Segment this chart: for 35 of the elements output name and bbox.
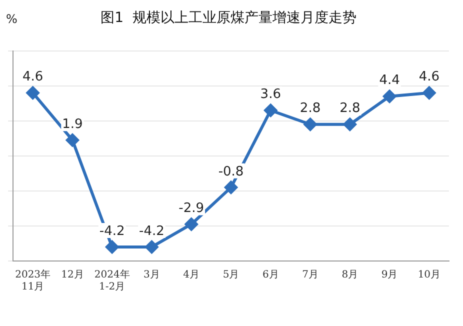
x-tick-label: 12月 <box>61 270 84 281</box>
x-tick-label: 9月 <box>381 270 398 281</box>
x-tick-label: 8月 <box>342 270 358 281</box>
data-label: 3.6 <box>260 87 281 102</box>
data-label: 4.4 <box>379 73 400 88</box>
point <box>184 218 198 231</box>
point <box>264 104 278 117</box>
x-tick-label: 10月 <box>418 270 441 281</box>
data-label: -4.2 <box>99 224 125 239</box>
x-tick-label: 5月 <box>222 270 240 281</box>
data-label: 1.9 <box>62 117 83 132</box>
data-label: -2.9 <box>178 201 204 216</box>
point <box>383 90 396 103</box>
point <box>304 118 317 131</box>
chart-title: 图1 规模以上工业原煤产量增速月度走势 <box>100 10 356 26</box>
point <box>106 240 119 254</box>
data-label: 4.6 <box>22 70 44 85</box>
x-tick-label: 6月 <box>262 270 279 281</box>
x-tick-label: 4月 <box>183 270 200 281</box>
point <box>145 240 158 254</box>
point <box>422 86 436 100</box>
point <box>26 86 40 100</box>
data-label: 4.6 <box>418 70 440 85</box>
x-tick-label: 3月 <box>144 270 160 281</box>
data-label: -0.8 <box>218 164 244 180</box>
point <box>224 180 238 194</box>
data-label: 2.8 <box>340 101 360 116</box>
data-label: -4.2 <box>139 224 164 239</box>
x-tick-label: 7月 <box>302 270 318 281</box>
x-tick-label: 2024年 1-2月 <box>94 268 130 293</box>
x-tick-label: 2023年 11月 <box>15 268 51 293</box>
y-axis-title: % <box>6 12 18 26</box>
point <box>343 118 356 131</box>
data-label: 2.8 <box>300 101 321 116</box>
point <box>66 134 79 147</box>
